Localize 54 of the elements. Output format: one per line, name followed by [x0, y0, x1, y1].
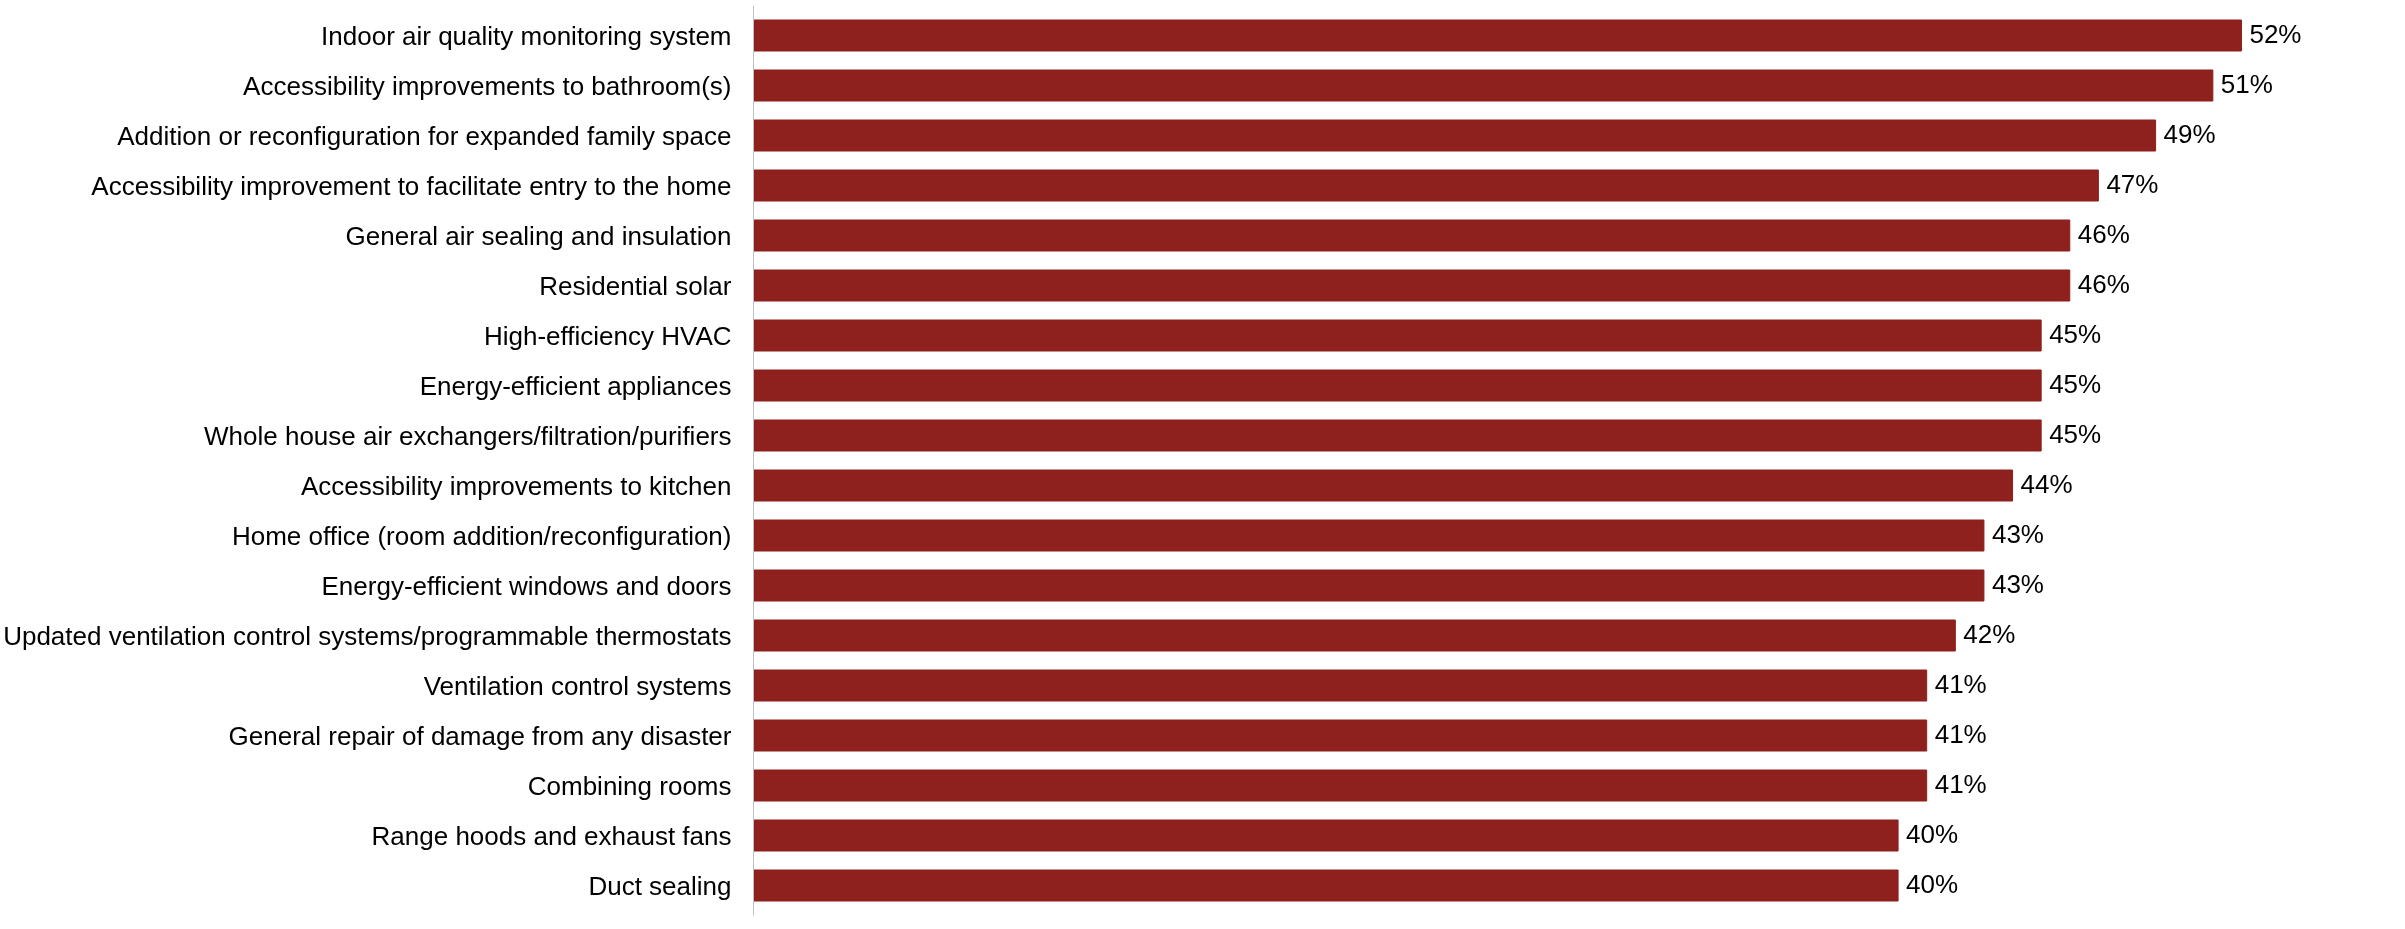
bar: [753, 569, 1985, 602]
bar: [753, 419, 2042, 452]
y-tick-label: Duct sealing: [588, 870, 732, 901]
bar: [753, 819, 1899, 852]
bar: [753, 669, 1928, 702]
data-label: 40%: [1906, 818, 1959, 849]
data-label: 51%: [2220, 68, 2273, 99]
data-label: 43%: [1991, 518, 2044, 549]
data-label: 44%: [2020, 468, 2073, 499]
data-label: 42%: [1963, 618, 2016, 649]
bar: [753, 769, 1928, 802]
y-tick-label: Ventilation control systems: [423, 670, 732, 701]
data-label: 45%: [2049, 418, 2102, 449]
y-tick-label: Range hoods and exhaust fans: [371, 820, 732, 851]
y-tick-label: Residential solar: [539, 270, 732, 301]
data-label: 41%: [1934, 768, 1987, 799]
data-label: 41%: [1934, 668, 1987, 699]
bar: [753, 319, 2042, 352]
y-tick-label: Indoor air quality monitoring system: [321, 20, 732, 51]
bar: [753, 519, 1985, 552]
bar: [753, 469, 2014, 502]
y-tick-label: Accessibility improvements to bathroom(s): [243, 70, 732, 101]
y-tick-label: Energy-efficient windows and doors: [321, 570, 732, 601]
bar: [753, 369, 2042, 402]
bar: [753, 219, 2071, 252]
bar: [753, 19, 2242, 52]
data-label: 52%: [2249, 18, 2302, 49]
bar: [753, 269, 2071, 302]
y-tick-label: Accessibility improvements to kitchen: [300, 470, 732, 501]
data-label: 49%: [2163, 118, 2216, 149]
y-tick-label: Combining rooms: [527, 770, 732, 801]
data-label: 45%: [2049, 318, 2102, 349]
y-tick-label: General repair of damage from any disaster: [228, 720, 732, 751]
bar: [753, 869, 1899, 902]
bar: [753, 119, 2157, 152]
y-tick-label: Home office (room addition/reconfiguration): [231, 520, 732, 551]
data-label: 46%: [2077, 218, 2130, 249]
data-label: 40%: [1906, 868, 1959, 899]
data-label: 46%: [2077, 268, 2130, 299]
bar: [753, 69, 2214, 102]
bar: [753, 719, 1928, 752]
bar: [753, 619, 1956, 652]
data-label: 43%: [1991, 568, 2044, 599]
y-tick-label: Addition or reconfiguration for expanded family space: [117, 120, 732, 151]
data-label: 41%: [1934, 718, 1987, 749]
y-tick-label: Energy-efficient appliances: [419, 370, 732, 401]
data-label: 47%: [2106, 168, 2159, 199]
y-tick-label: General air sealing and insulation: [345, 220, 732, 251]
y-tick-label: Updated ventilation control systems/programmable thermostats: [3, 620, 732, 651]
bar: [753, 169, 2099, 202]
data-label: 45%: [2049, 368, 2102, 399]
y-tick-label: Whole house air exchangers/filtration/purifiers: [204, 420, 732, 451]
y-tick-label: High-efficiency HVAC: [483, 320, 732, 351]
y-tick-label: Accessibility improvement to facilitate entry to the home: [91, 170, 732, 201]
